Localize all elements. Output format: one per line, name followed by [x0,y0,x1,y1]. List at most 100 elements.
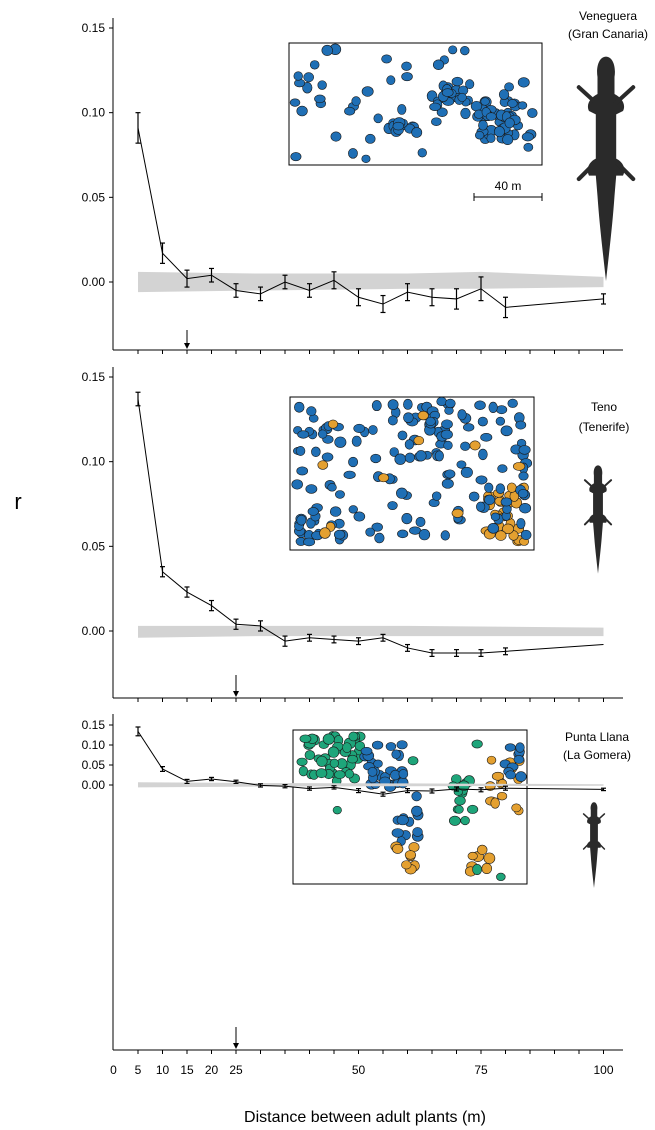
error-bar [184,778,190,785]
error-bar [380,633,386,642]
panel-name: Punta Llana [565,730,629,744]
y-tick-label: 0.15 [82,718,106,732]
distance-arrow [233,1027,239,1049]
error-bar [380,294,386,314]
lizard-icon [582,802,606,888]
error-bar [282,635,288,647]
panel-punta-llana: Punta Llana (La Gomera) 0.00 0.05 0.10 0.15 [82,714,631,1054]
error-bar [405,643,410,652]
error-bar [405,787,410,794]
error-bar [258,286,263,302]
x-tick-label: 25 [229,1063,243,1077]
error-bar [478,649,484,658]
error-bar [135,726,141,737]
error-bar [209,776,214,782]
error-bar [160,566,165,578]
error-bar [307,786,312,791]
error-bar [503,296,508,319]
error-bar [160,765,165,773]
error-bar [209,267,214,283]
error-bar [135,391,141,407]
confidence-band [138,625,604,638]
y-tick-label: 0.15 [82,370,106,384]
error-bar [601,787,606,792]
error-bar [503,647,508,656]
error-bar [380,791,386,797]
error-bar [307,633,312,642]
x-tick-label: 75 [474,1063,488,1077]
error-bar [209,599,214,612]
panel-name-sub: (La Gomera) [563,748,631,762]
y-tick-label: 0.00 [82,275,106,289]
spatial-map-inset [289,396,535,551]
scale-bar: 40 m [473,179,543,201]
confidence-band [138,271,604,293]
spatial-map-inset [288,42,543,166]
y-tick-label: 0.00 [82,778,106,792]
panel-teno: Teno (Tenerife) 0.00 0.05 0.10 0.15 [82,367,630,702]
lizard-icon [583,465,613,574]
error-bar [233,779,239,785]
error-bar [503,785,508,791]
x-tick-label: 10 [156,1063,170,1077]
panel-name: Teno [591,400,617,414]
x-tick-label: 20 [205,1063,219,1077]
error-bar [356,637,361,646]
error-bar [184,586,190,598]
error-bar [282,274,288,290]
error-bar [405,283,410,302]
x-tick-label: 100 [593,1063,613,1077]
error-bar [331,271,337,290]
y-tick-label: 0.05 [82,539,106,553]
panel-veneguera: Veneguera (Gran Canaria) 40 m 0.00 0.05 0.… [82,9,648,354]
y-tick-label: 0.05 [82,758,106,772]
error-bar [429,649,435,658]
error-bar [258,620,263,632]
panel-name-sub: (Gran Canaria) [568,27,648,41]
x-tick-label: 15 [180,1063,194,1077]
plant-dots [289,43,538,163]
panel-name: Veneguera [579,9,637,23]
error-bar [454,288,459,310]
error-bar [331,635,337,644]
y-tick-label: 0.00 [82,624,106,638]
error-bar [282,783,288,789]
y-tick-label: 0.10 [82,106,106,120]
error-bar [356,787,361,794]
error-bar [478,276,484,302]
error-bar [356,288,361,307]
y-axis-label: r [14,489,21,514]
confidence-band [138,782,604,788]
error-bar [184,269,190,288]
error-bar [429,788,435,794]
error-bar [135,112,141,144]
error-bar [601,293,606,305]
distance-arrow [184,330,190,349]
x-tick-label: 50 [352,1063,366,1077]
panel-name-sub: (Tenerife) [579,420,630,434]
distance-arrow [233,675,239,697]
x-tick-label: 0 [110,1063,117,1077]
error-bar [160,242,165,264]
scale-bar-label: 40 m [495,179,522,193]
plant-dots [296,731,527,882]
y-tick-label: 0.15 [82,21,106,35]
error-bar [233,618,239,630]
lizard-icon [576,56,636,281]
error-bar [454,649,459,658]
error-bar [429,288,435,307]
y-tick-label: 0.10 [82,738,106,752]
x-axis-label: Distance between adult plants (m) [244,1109,486,1126]
y-tick-label: 0.05 [82,190,106,204]
x-tick-label: 5 [135,1063,142,1077]
plant-dots [291,396,533,547]
spatial-map-inset [292,729,528,885]
error-bar [478,787,484,793]
error-bar [331,785,337,790]
y-tick-label: 0.10 [82,455,106,469]
error-bar [258,783,263,788]
error-bar [454,786,459,792]
error-bar [307,283,312,298]
error-bar [233,283,239,298]
